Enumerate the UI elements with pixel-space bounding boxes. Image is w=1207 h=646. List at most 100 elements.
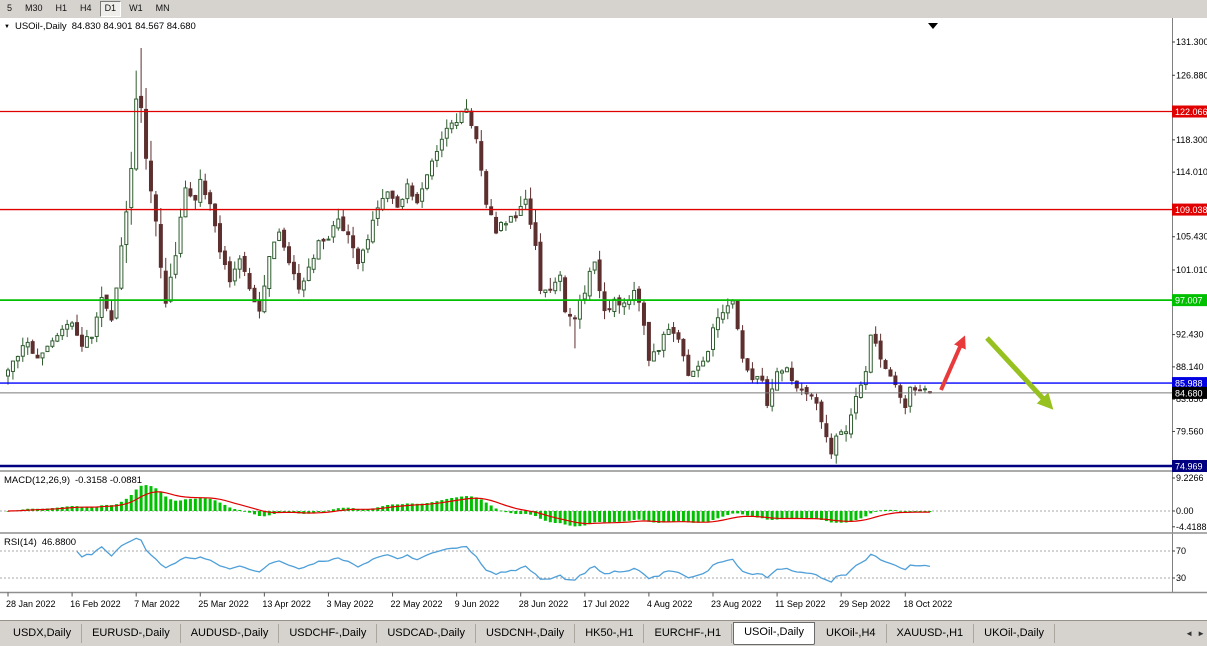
macd-histogram-bar (455, 497, 459, 511)
macd-histogram-bar (686, 511, 690, 523)
chart-tab-usdcnh-daily[interactable]: USDCNH-,Daily (476, 624, 576, 643)
macd-histogram-bar (233, 509, 237, 511)
candle-body (272, 241, 277, 260)
candle-body (908, 386, 913, 407)
chart-tab-ukoil-h4[interactable]: UKOil-,H4 (816, 624, 887, 643)
date-axis-label: 18 Oct 2022 (903, 599, 952, 609)
candle-body (380, 197, 385, 210)
timeframe-button-5[interactable]: 5 (2, 1, 18, 17)
timeframe-button-m30[interactable]: M30 (20, 1, 48, 17)
timeframe-button-h1[interactable]: H1 (50, 1, 73, 17)
tab-scroll-right-icon[interactable]: ► (1197, 629, 1205, 638)
candle-body (119, 245, 124, 289)
macd-histogram-bar (489, 505, 493, 511)
timeframe-button-w1[interactable]: W1 (124, 1, 148, 17)
candle-body (326, 238, 331, 241)
candle-body (568, 313, 573, 317)
price-badge-122.066 (1172, 105, 1207, 118)
candle-body (262, 285, 267, 313)
candle-body (50, 340, 55, 347)
candle-body (839, 431, 844, 435)
candle-body (60, 328, 65, 337)
candle-body (637, 288, 642, 303)
macd-histogram-bar (80, 506, 84, 511)
candle-body (287, 246, 292, 264)
bearish-arrow[interactable] (985, 336, 1054, 410)
macd-histogram-bar (391, 504, 395, 511)
candle-body (819, 401, 824, 423)
macd-histogram-bar (672, 511, 676, 522)
timeframe-button-d1[interactable]: D1 (99, 1, 122, 17)
candle-body (868, 334, 873, 373)
candle-body (385, 191, 390, 199)
candle-body (365, 239, 370, 250)
macd-histogram-bar (913, 511, 917, 512)
candle-body (198, 178, 203, 203)
chart-tab-usdcad-daily[interactable]: USDCAD-,Daily (377, 624, 476, 643)
macd-histogram-bar (282, 511, 286, 512)
macd-histogram-bar (617, 511, 621, 522)
macd-histogram-bar (169, 499, 173, 511)
candle-body (134, 98, 139, 170)
candle-body (898, 385, 903, 398)
timeframe-button-h4[interactable]: H4 (75, 1, 97, 17)
macd-histogram-bar (164, 496, 168, 511)
chart-tab-ukoil-daily[interactable]: UKOil-,Daily (974, 624, 1056, 643)
macd-histogram-bar (90, 507, 94, 511)
candle-body (730, 300, 735, 305)
candle-body (267, 255, 272, 290)
macd-histogram-bar (647, 511, 651, 522)
price-axis-label: 105.430 (1176, 232, 1207, 242)
chart-dropdown-icon[interactable]: ▼ (4, 23, 10, 30)
candle-body (390, 190, 395, 199)
candle-body (351, 235, 356, 249)
timeframe-toolbar: 5 M30 H1 H4 D1 W1 MN (0, 0, 1207, 19)
chart-tab-usdchf-daily[interactable]: USDCHF-,Daily (279, 624, 378, 643)
bullish-arrow[interactable] (939, 335, 966, 391)
macd-histogram-bar (326, 510, 330, 512)
macd-histogram-bar (267, 511, 271, 516)
date-axis-label: 17 Jul 2022 (583, 599, 630, 609)
chart-tab-eurchf-h1[interactable]: EURCHF-,H1 (644, 624, 733, 643)
candle-body (913, 387, 918, 391)
candle-body (109, 310, 114, 321)
macd-histogram-bar (208, 498, 212, 511)
macd-histogram-bar (593, 511, 597, 523)
candle-body (858, 384, 863, 398)
candle-body (356, 248, 361, 264)
candle-body (193, 194, 198, 201)
chart-canvas[interactable]: 131.300 126.880 118.300 114.010 105.430 101.0… (0, 18, 1207, 620)
tab-scroll-left-icon[interactable]: ◄ (1185, 629, 1194, 638)
macd-histogram-bar (760, 511, 764, 519)
macd-histogram-bar (854, 511, 858, 521)
candle-body (360, 249, 365, 263)
macd-histogram-bar (124, 498, 128, 511)
chart-tab-usoil-daily[interactable]: USOil-,Daily (733, 622, 816, 645)
candle-body (617, 297, 622, 306)
chart-tab-audusd-daily[interactable]: AUDUSD-,Daily (181, 624, 280, 643)
chart-tab-xauusd-h1[interactable]: XAUUSD-,H1 (887, 624, 975, 643)
macd-histogram-bar (203, 498, 207, 511)
macd-histogram-bar (277, 511, 281, 513)
chart-tab-hk50-h1[interactable]: HK50-,H1 (575, 624, 645, 643)
price-badge-85.988 (1172, 377, 1207, 390)
candle-body (217, 223, 222, 253)
candle-body (563, 277, 568, 313)
date-axis-label: 4 Aug 2022 (647, 599, 693, 609)
candle-body (558, 274, 563, 282)
macd-histogram-bar (154, 488, 158, 511)
macd-histogram-bar (701, 511, 705, 523)
price-axis[interactable]: 131.300 126.880 118.300 114.010 105.430 101.0… (1172, 37, 1207, 583)
candle-body (508, 215, 513, 223)
date-axis-label: 13 Apr 2022 (262, 599, 311, 609)
chart-tab-usdx-daily[interactable]: USDX,Daily (3, 624, 83, 643)
candle-body (405, 183, 410, 200)
chart-tab-eurusd-daily[interactable]: EURUSD-,Daily (82, 624, 181, 643)
macd-histogram-bar (874, 511, 878, 512)
timeframe-button-mn[interactable]: MN (150, 1, 175, 17)
macd-histogram-bar (499, 510, 503, 512)
rsi-line (76, 537, 931, 583)
time-axis[interactable]: 28 Jan 2022 16 Feb 2022 7 Mar 2022 25 Mar 2… (6, 592, 952, 610)
macd-histogram-bar (356, 509, 360, 511)
